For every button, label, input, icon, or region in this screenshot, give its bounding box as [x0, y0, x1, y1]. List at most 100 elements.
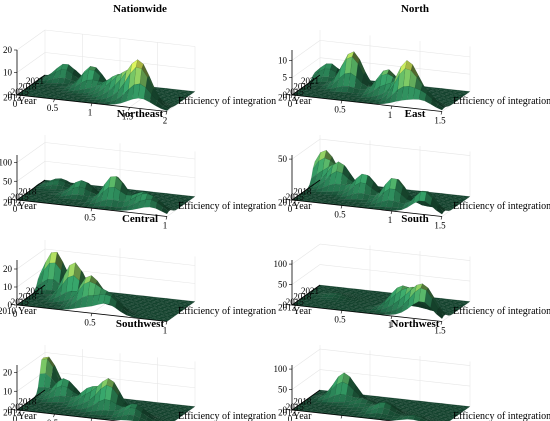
surface-mesh: [16, 59, 196, 111]
grid-line: [16, 161, 46, 182]
x-tick-label: 1.5: [122, 111, 134, 121]
x-tick-label: 1.5: [434, 221, 446, 231]
x-tick: [90, 313, 93, 317]
panel-title: Central: [122, 213, 158, 225]
y-axis-label: Year: [18, 411, 37, 421]
y-tick-label: 2021: [26, 76, 44, 86]
x-tick-label: 0.5: [334, 315, 346, 325]
grid-line: [291, 40, 321, 61]
z-tick-label: 100: [274, 259, 288, 269]
x-tick-label: 0.5: [84, 317, 96, 327]
x-tick-label: 0.5: [47, 103, 59, 113]
x-axis-label: Efficiency of integration: [453, 306, 550, 317]
x-tick: [15, 199, 18, 204]
z-tick-label: 20: [3, 45, 13, 55]
grid-line: [16, 29, 46, 51]
x-axis-label: Efficiency of integration: [178, 411, 276, 421]
panel-title: North: [401, 3, 429, 15]
y-tick-label: 2012: [3, 197, 21, 207]
surface-cell: [138, 83, 146, 100]
z-tick-label: 0: [283, 405, 288, 415]
z-tick-label: 20: [3, 264, 13, 274]
surface-cell: [436, 104, 444, 111]
surface-cell: [430, 98, 439, 108]
surface-cell: [378, 99, 387, 105]
x-tick: [53, 99, 55, 103]
y-axis-label: Year: [18, 306, 37, 317]
y-tick-label: 2018: [18, 81, 37, 91]
y-tick-label: 2012: [3, 92, 21, 102]
x-tick-label: 0.5: [334, 105, 346, 115]
x-tick: [90, 208, 93, 212]
z-tick-label: 0: [8, 90, 13, 100]
x-tick: [165, 321, 168, 325]
grid-line: [291, 243, 321, 265]
x-tick-label: 0.5: [334, 210, 346, 220]
surface-mesh: [16, 356, 196, 421]
z-tick-label: 0: [283, 300, 288, 310]
grid-line: [291, 369, 321, 390]
grid-line: [319, 138, 471, 156]
surface-cell: [401, 86, 410, 101]
y-axis-line: [16, 74, 46, 96]
x-tick: [128, 107, 130, 111]
grid-line: [319, 40, 471, 58]
z-tick-label: 100: [274, 364, 288, 374]
x-tick: [165, 111, 168, 115]
grid-line: [16, 248, 46, 270]
y-tick-label: 2018: [293, 81, 312, 91]
x-tick: [440, 216, 443, 220]
y-tick-label: 2015: [11, 192, 30, 202]
x-axis-label: Efficiency of integration: [453, 96, 550, 107]
z-tick-label: 0: [283, 195, 288, 205]
x-axis-label: Efficiency of integration: [178, 201, 276, 212]
x-tick-label: 1: [88, 107, 93, 117]
x-tick-label: 1: [388, 110, 393, 120]
z-tick-label: 0: [8, 195, 13, 205]
x-tick: [440, 111, 443, 115]
z-tick-label: 10: [3, 282, 13, 292]
z-tick-label: 10: [3, 68, 13, 78]
panel-title: East: [405, 108, 426, 120]
surface-cell: [372, 101, 381, 105]
grid-line: [291, 57, 321, 78]
y-axis-label: Year: [293, 96, 312, 107]
y-tick-label: 2015: [286, 87, 305, 97]
y-axis-label: Year: [18, 96, 37, 107]
y-axis-label: Year: [293, 306, 312, 317]
surface-cell: [161, 106, 170, 111]
grid-line: [16, 142, 46, 163]
y-axis-line: [291, 74, 321, 96]
surface-mesh: [16, 176, 196, 215]
z-tick-label: 10: [278, 55, 288, 65]
x-tick: [390, 105, 393, 110]
grid-line: [16, 52, 46, 73]
panel-title: Southwest: [116, 318, 165, 330]
y-tick-label: 2012: [278, 92, 296, 102]
surface-cell: [149, 93, 158, 106]
surface-cell: [155, 100, 164, 109]
surface-cell: [143, 87, 152, 103]
x-axis-label: Efficiency of integration: [178, 306, 276, 317]
z-tick-label: 50: [278, 385, 288, 395]
y-tick-label: 2021: [301, 76, 319, 86]
z-tick-label: 100: [0, 158, 13, 168]
z-tick-label: 50: [3, 176, 13, 186]
surface-cell: [143, 199, 152, 208]
x-tick-label: 0: [288, 99, 293, 109]
z-tick-label: 50: [278, 280, 288, 290]
grid-line: [319, 264, 471, 282]
surface-mesh: [291, 51, 471, 111]
x-tick: [90, 103, 93, 107]
panel-title: South: [401, 213, 429, 225]
z-tick-label: 50: [278, 154, 288, 164]
surface-cell: [161, 206, 169, 215]
x-tick-label: 1.5: [434, 116, 446, 126]
x-tick-label: 1: [388, 215, 393, 225]
grid-line: [291, 138, 321, 160]
y-axis-label: Year: [18, 201, 37, 212]
x-axis-label: Efficiency of integration: [453, 411, 550, 421]
